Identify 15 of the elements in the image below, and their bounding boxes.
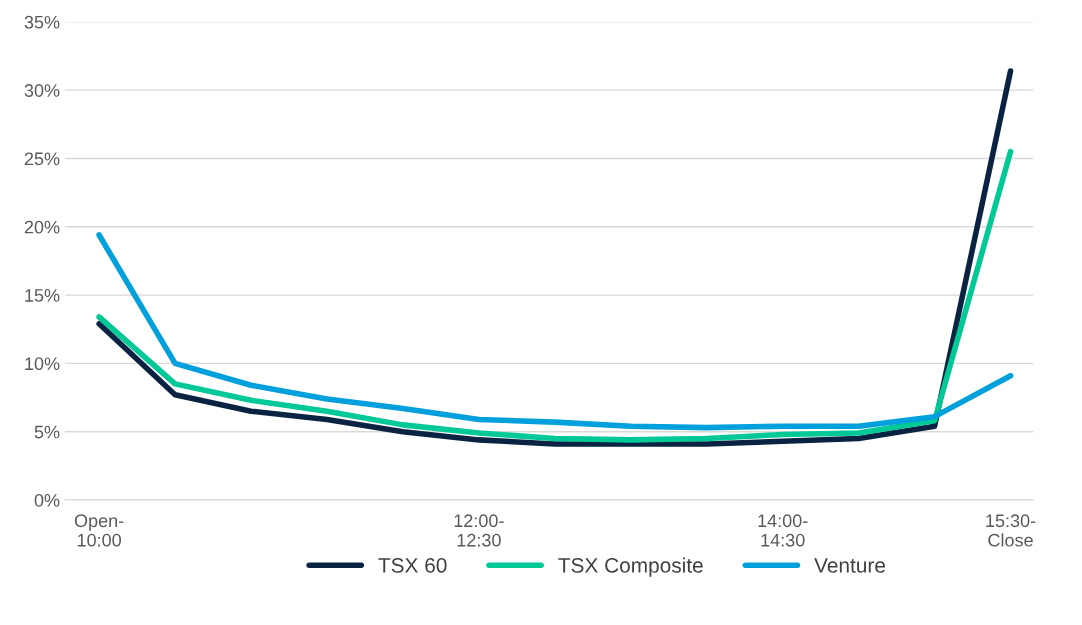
y-tick-label: 15% [25,289,60,302]
legend-label: TSX Composite [558,557,703,577]
x-tick-label: Open- 10:00 [74,514,124,547]
x-tick-label: 14:00- 14:30 [758,514,808,547]
y-tick-label: 10% [25,357,60,371]
y-tick-label: 30% [24,84,60,97]
legend-label: TSX 60 [378,558,447,573]
y-tick-label: 25% [24,152,60,166]
y-tick-label: 20% [24,220,60,234]
legend-label: Venture [814,558,885,573]
y-tick-label: 5% [34,425,60,439]
y-tick-label: 0% [34,493,60,507]
y-tick-label: 35% [24,15,60,29]
x-tick-label: 12:00- 12:30 [454,514,504,547]
x-tick-label: 15:30- Close [986,514,1036,547]
